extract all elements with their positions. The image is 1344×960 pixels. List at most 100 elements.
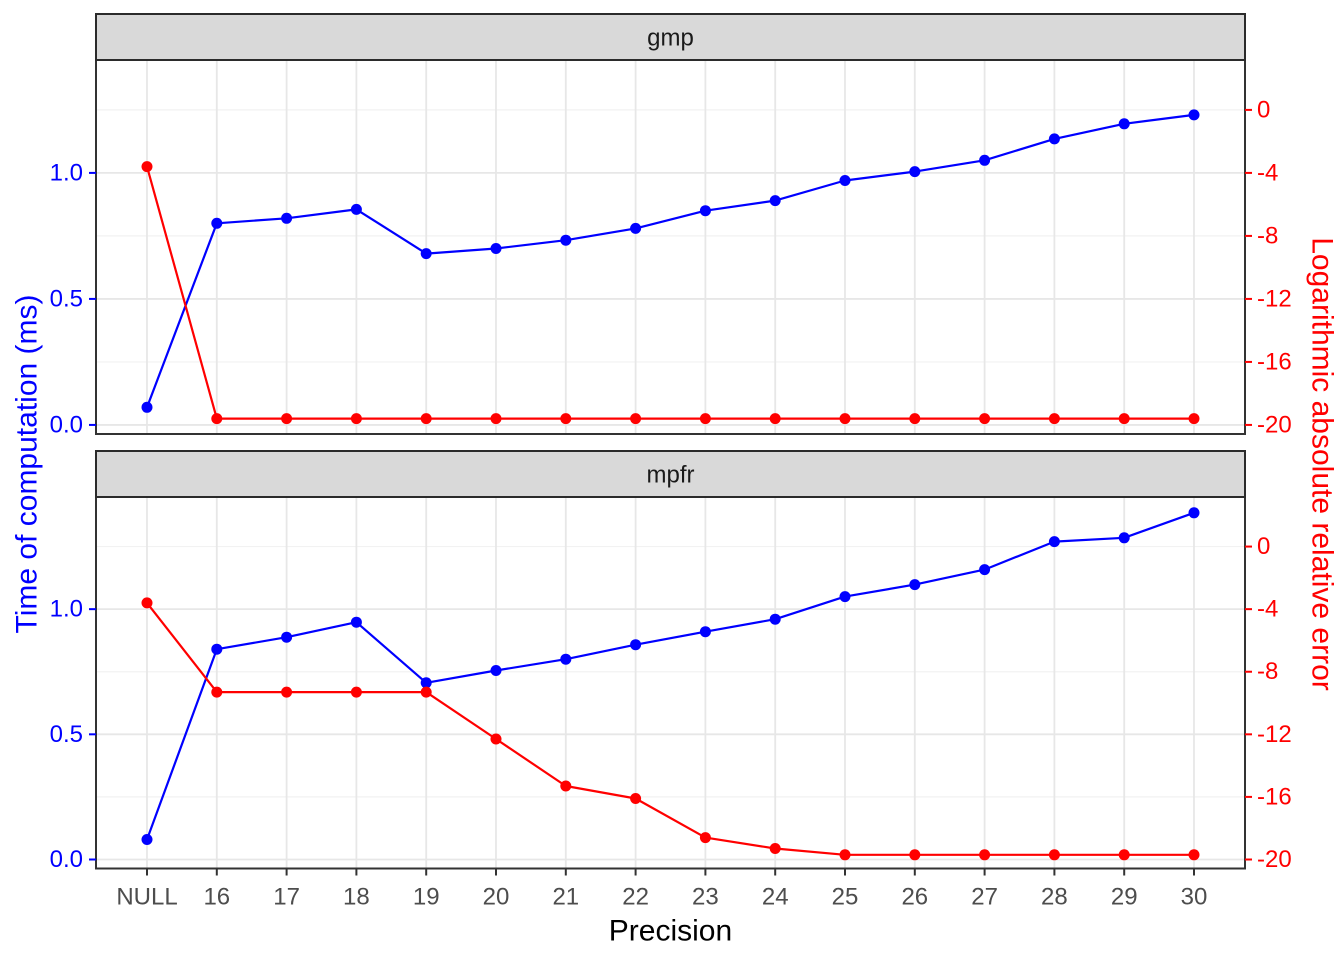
error-series-point	[979, 413, 991, 425]
facet-gmp: gmp 0.0 0.5 1.0 0 -4 -8 -12 -16 -20	[50, 13, 1292, 438]
time-series-point	[560, 653, 572, 665]
time-series-point	[141, 834, 153, 845]
y-right-tick-label: -16	[1257, 783, 1292, 810]
time-series-point	[769, 195, 781, 207]
x-tick-label: NULL	[116, 884, 177, 911]
facet-strip	[95, 450, 1246, 498]
error-series-point	[630, 413, 642, 425]
x-tick-label: 20	[483, 884, 510, 911]
y-right-tick-label: 0	[1257, 533, 1270, 560]
y-right-tick-label: 0	[1257, 96, 1270, 123]
x-tick-label: 25	[832, 884, 859, 911]
time-series-point	[141, 401, 153, 413]
y-right-tick-label: -4	[1257, 159, 1278, 186]
error-series-point	[1048, 413, 1060, 425]
error-series-point	[490, 413, 502, 425]
error-series-point	[699, 832, 711, 844]
time-series-point	[1188, 109, 1200, 121]
y-left-tick-label: 0.5	[50, 721, 83, 748]
panel-background	[96, 497, 1245, 869]
error-series-point	[1188, 849, 1200, 861]
error-series-point	[560, 413, 572, 425]
time-series-line	[145, 511, 1196, 841]
y-right-axis-title: Logarithmic absolute relative error	[1306, 237, 1339, 691]
error-series-point	[420, 686, 432, 698]
y-right-tick-label: -8	[1257, 222, 1278, 249]
error-series-point	[281, 686, 293, 698]
y-left-tick-label: 0.5	[50, 285, 83, 312]
time-series-point	[630, 639, 642, 651]
time-series-point	[490, 665, 502, 676]
error-series-line	[145, 165, 1196, 420]
time-series-point	[211, 643, 223, 655]
time-series-point	[630, 222, 642, 234]
x-tick-label: 21	[552, 884, 579, 911]
facet-strip	[95, 13, 1246, 61]
error-series-point	[699, 413, 711, 425]
error-series-point	[281, 413, 293, 425]
time-series-point	[490, 243, 502, 254]
facet-mpfr: mpfr 0.0 0.5 1.0 0 -4 -8 -12 -16 -20	[50, 450, 1292, 873]
error-series-point	[1118, 849, 1130, 861]
y-right-tick-label: -20	[1257, 411, 1292, 438]
y-right-tick-label: -4	[1257, 596, 1278, 623]
time-series-point	[350, 616, 362, 628]
x-tick-label: 29	[1111, 884, 1138, 911]
error-series-point	[420, 413, 432, 425]
y-left-tick-label: 1.0	[50, 596, 83, 623]
time-series-point	[839, 175, 851, 186]
error-series-point	[769, 413, 781, 425]
time-series-point	[211, 217, 223, 229]
time-series-point	[420, 248, 432, 260]
error-series-point	[141, 161, 153, 173]
x-tick-label: 23	[692, 884, 719, 911]
error-series-line	[145, 601, 1196, 856]
x-tick-label: 26	[901, 884, 928, 911]
y-right-tick-label: -12	[1257, 285, 1292, 312]
error-series-point	[769, 843, 781, 854]
x-axis-title: Precision	[609, 915, 732, 948]
time-series-point	[1118, 532, 1130, 544]
time-series-point	[1188, 507, 1200, 519]
error-series-point	[490, 733, 502, 745]
error-series-point	[560, 780, 572, 792]
time-series-point	[699, 205, 711, 217]
x-tick-label: 24	[762, 884, 789, 911]
x-tick-label: 16	[203, 884, 230, 911]
error-series-point	[350, 413, 362, 425]
time-series-point	[1048, 536, 1060, 548]
error-series-point	[1118, 413, 1130, 425]
error-series-point	[839, 413, 851, 425]
time-series-point	[1048, 133, 1060, 145]
strip-label: mpfr	[647, 462, 695, 489]
error-series-point	[1048, 849, 1060, 861]
y-right-tick-label: -20	[1257, 846, 1292, 873]
time-series-point	[769, 613, 781, 625]
error-series-point	[211, 686, 223, 698]
time-series-point	[281, 631, 293, 643]
time-series-point	[699, 626, 711, 638]
error-series-point	[979, 849, 991, 861]
time-series-point	[1118, 118, 1130, 130]
x-tick-label: 22	[622, 884, 649, 911]
time-series-point	[560, 234, 572, 246]
error-series-point	[839, 849, 851, 861]
time-series-point	[909, 166, 921, 178]
time-series-line	[145, 113, 1196, 409]
time-series-point	[909, 579, 921, 591]
panel-background	[96, 60, 1245, 434]
y-right-tick-label: -16	[1257, 348, 1292, 375]
time-series-point	[281, 212, 293, 224]
x-tick-label: 30	[1181, 884, 1208, 911]
y-left-tick-label: 0.0	[50, 411, 83, 438]
y-left-tick-label: 0.0	[50, 846, 83, 873]
y-left-axis-title: Time of computation (ms)	[11, 295, 44, 634]
time-series-point	[979, 564, 991, 576]
error-series-point	[1188, 413, 1200, 425]
x-tick-label: 28	[1041, 884, 1068, 911]
error-series-point	[141, 597, 153, 609]
error-series-point	[909, 413, 921, 425]
time-series-point	[420, 677, 432, 689]
